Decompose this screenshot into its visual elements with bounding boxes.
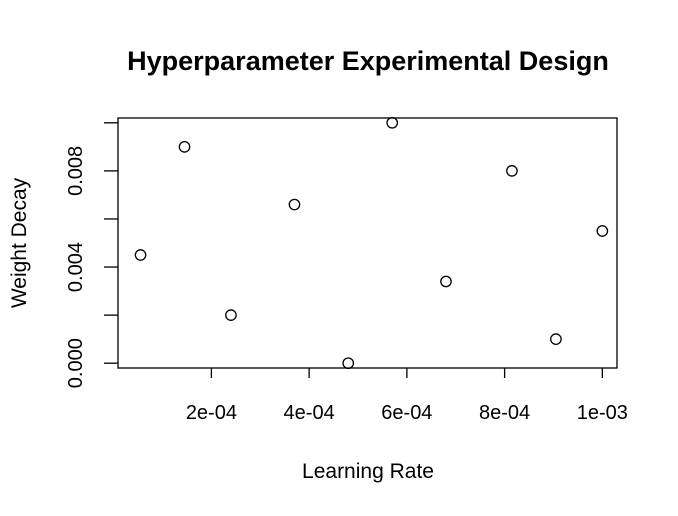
- y-tick-label: 0.000: [65, 338, 87, 388]
- x-tick-label: 1e-03: [577, 402, 628, 424]
- y-tick-label: 0.004: [65, 242, 87, 292]
- x-tick-label: 4e-04: [284, 402, 335, 424]
- chart-title: Hyperparameter Experimental Design: [127, 46, 609, 76]
- data-point: [386, 116, 399, 129]
- data-point: [550, 333, 562, 346]
- data-point: [506, 165, 518, 177]
- data-points: [134, 116, 609, 370]
- x-axis: 2e-04 4e-04 6e-04 8e-04 1e-03: [186, 368, 628, 424]
- x-tick-label: 2e-04: [186, 402, 237, 424]
- y-tick-label: 0.008: [65, 146, 87, 196]
- data-point: [342, 357, 355, 370]
- data-point: [134, 249, 147, 261]
- x-tick-label: 6e-04: [381, 402, 432, 424]
- plot-frame: [117, 117, 618, 369]
- x-axis-label: Learning Rate: [302, 460, 434, 483]
- data-point: [225, 309, 237, 321]
- data-point: [178, 140, 191, 153]
- data-point: [596, 225, 609, 237]
- data-point: [288, 198, 301, 211]
- data-point: [440, 275, 452, 288]
- y-axis-label: Weight Decay: [8, 177, 31, 308]
- y-axis: 0.000 0.004 0.008: [65, 122, 118, 388]
- x-tick-label: 8e-04: [479, 402, 530, 424]
